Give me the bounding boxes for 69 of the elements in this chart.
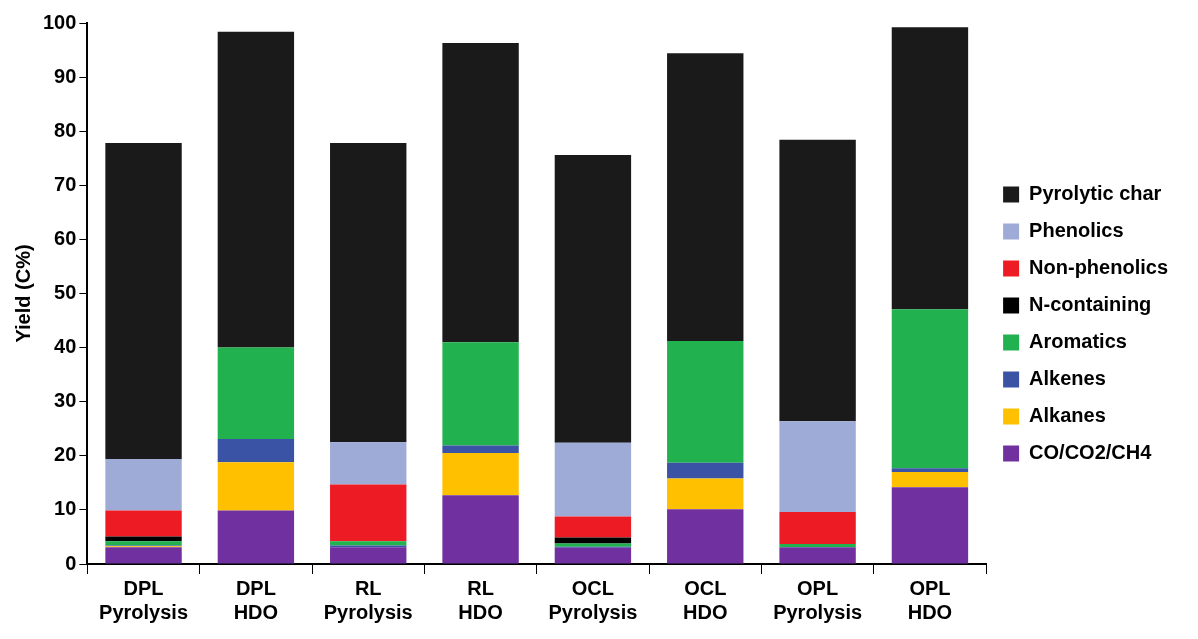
y-tick-label: 20 (54, 443, 77, 466)
legend-label: Pyrolytic char (1029, 182, 1162, 205)
bar (891, 468, 969, 473)
bar (217, 347, 295, 440)
bar (667, 509, 744, 564)
y-tick-label: 70 (54, 172, 77, 195)
bar (105, 459, 182, 511)
y-tick-label: 60 (54, 226, 77, 249)
bar (217, 31, 295, 348)
bar (779, 512, 856, 544)
y-tick-label: 10 (54, 497, 77, 520)
bar (442, 445, 519, 454)
bar (554, 547, 632, 564)
y-axis-title: Yield (C%) (11, 244, 34, 343)
bar (667, 341, 744, 463)
bar (105, 547, 182, 564)
bar (105, 143, 182, 460)
bar (667, 53, 744, 342)
bar (779, 547, 856, 564)
bar (105, 510, 182, 537)
bar (217, 510, 295, 564)
x-tick-label: OPL HDO (907, 576, 953, 623)
y-tick-label: 40 (54, 335, 77, 358)
bar (442, 342, 519, 446)
y-tick-label: 100 (42, 10, 77, 33)
y-tick-label: 50 (54, 281, 77, 304)
bar (105, 536, 182, 542)
y-tick-label: 90 (54, 64, 77, 87)
x-tick-label: RL HDO (458, 576, 503, 623)
bar (891, 487, 969, 564)
y-tick-label: 30 (54, 389, 77, 412)
bar (667, 462, 744, 479)
bar (330, 541, 407, 546)
bar (330, 547, 407, 564)
legend-label: Aromatics (1029, 330, 1127, 353)
bar (779, 139, 856, 422)
bar (217, 462, 295, 511)
x-tick-label: OPL Pyrolysis (773, 576, 863, 623)
x-tick-label: DPL HDO (233, 576, 279, 623)
legend-label: Alkenes (1029, 367, 1106, 390)
bar (554, 155, 632, 443)
legend-label: CO/CO2/CH4 (1029, 441, 1153, 464)
legend-label: Alkanes (1029, 404, 1106, 427)
legend-label: Phenolics (1029, 219, 1124, 242)
bar (330, 442, 407, 485)
bar (554, 537, 632, 544)
bar (779, 543, 856, 548)
bar (217, 439, 295, 463)
bar (442, 43, 519, 343)
bar (442, 495, 519, 564)
bar (330, 484, 407, 542)
legend-label: Non-phenolics (1029, 256, 1168, 279)
bar (554, 442, 632, 517)
bar (891, 27, 969, 310)
x-tick-label: DPL Pyrolysis (99, 576, 189, 623)
bar (891, 309, 969, 469)
bar (779, 421, 856, 513)
bar (442, 453, 519, 496)
bar (891, 472, 969, 488)
x-tick-label: OCL Pyrolysis (548, 576, 638, 623)
bar (554, 516, 632, 538)
bar (105, 541, 182, 546)
y-tick-label: 80 (54, 118, 77, 141)
y-tick-label: 0 (65, 551, 77, 574)
bar (667, 478, 744, 510)
bar (330, 143, 407, 443)
x-tick-label: RL Pyrolysis (323, 576, 413, 623)
x-tick-label: OCL HDO (683, 576, 728, 623)
legend-label: N-containing (1029, 293, 1152, 316)
